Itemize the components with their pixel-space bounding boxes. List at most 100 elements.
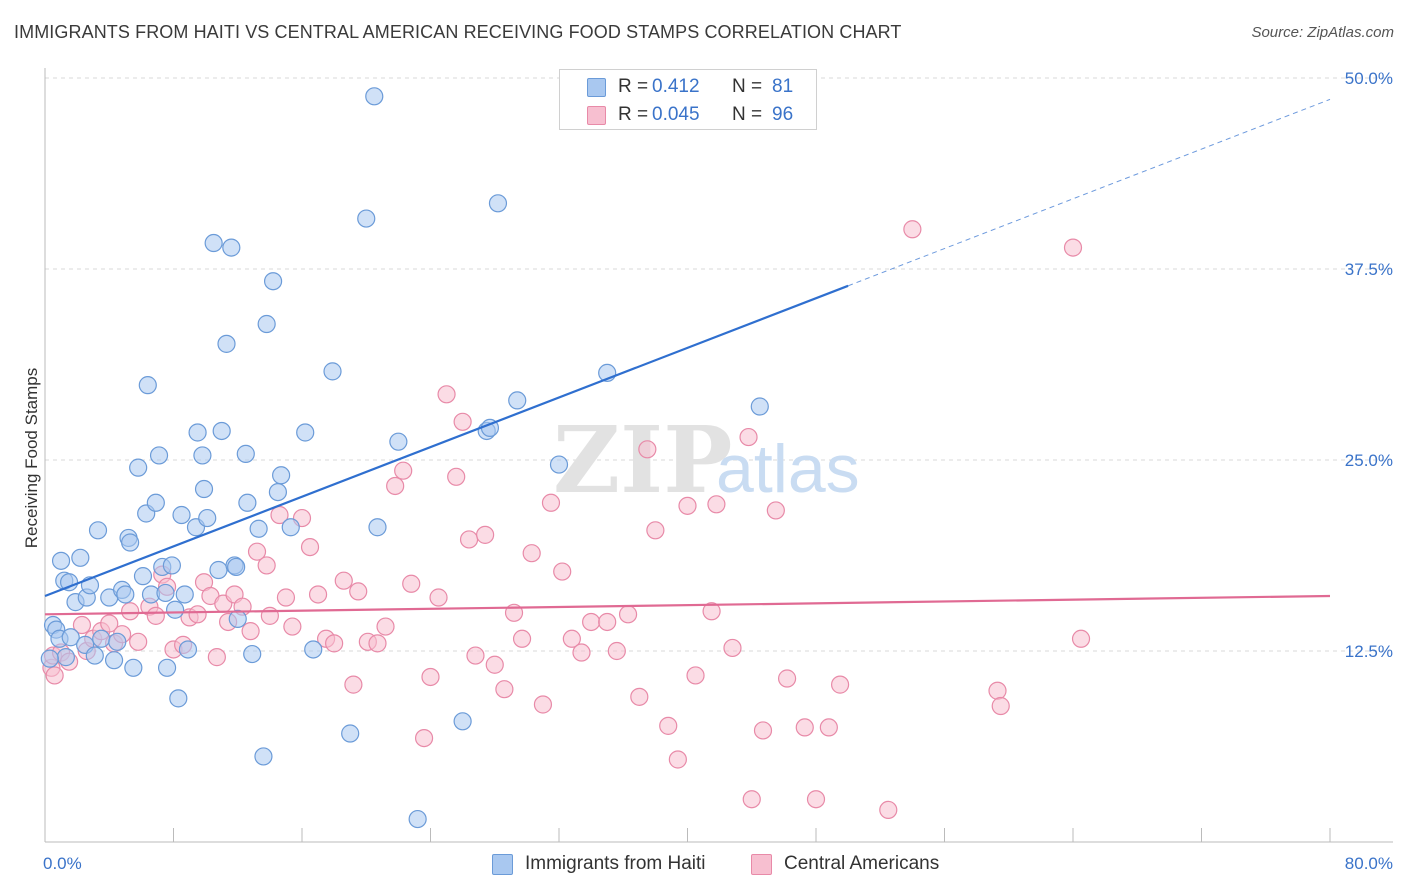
central-point (121, 602, 140, 621)
central-point (394, 461, 413, 480)
haiti-point (281, 518, 300, 537)
central-point (830, 675, 850, 694)
central-point (646, 521, 665, 540)
central-point (386, 476, 405, 496)
central-point (402, 574, 421, 593)
legend-n-label: N = (732, 76, 763, 97)
y-tick-label: 50.0% (1345, 69, 1393, 88)
central-point (562, 629, 581, 648)
haiti-point (193, 446, 212, 465)
central-point (368, 634, 387, 653)
haiti-point (549, 455, 569, 474)
watermark-atlas: atlas (716, 431, 860, 507)
haiti-point (368, 518, 387, 537)
y-tick-label: 25.0% (1345, 451, 1393, 470)
central-point (512, 629, 532, 648)
x-tick-label: 80.0% (1345, 854, 1393, 873)
haiti-point (175, 585, 194, 604)
haiti-point (243, 644, 262, 664)
central-point (903, 220, 922, 239)
legend-r-value: 0.045 (652, 104, 700, 125)
haiti-point (263, 272, 283, 291)
central-point (459, 530, 479, 549)
haiti-point (169, 689, 188, 708)
legend-r-label: R = (618, 104, 649, 125)
haiti-point (217, 334, 236, 353)
haiti-point (257, 314, 276, 334)
correlation-legend: R = 0.412 N = 81 R = 0.045 N = 96 (559, 69, 817, 130)
central-point (325, 634, 344, 653)
central-point (1063, 238, 1083, 257)
central-point (260, 606, 279, 625)
central-point (247, 542, 267, 561)
central-point (334, 571, 353, 590)
central-point (638, 440, 657, 459)
central-point (429, 588, 448, 607)
haiti-point (92, 629, 111, 648)
central-point (276, 588, 296, 607)
haiti-point (508, 391, 527, 410)
haiti-point (296, 423, 315, 442)
central-point (257, 556, 276, 575)
central-point (806, 790, 826, 809)
y-tick-label: 12.5% (1345, 642, 1393, 661)
haiti-point (71, 548, 90, 567)
haiti-point (156, 583, 175, 603)
central-point (485, 655, 504, 674)
central-point (739, 427, 758, 447)
haiti-point (212, 421, 231, 441)
central-point (753, 721, 773, 740)
central-point (819, 718, 838, 737)
haiti-point (172, 505, 191, 525)
central-point (668, 750, 687, 769)
central-point (766, 501, 785, 520)
central-point (1071, 629, 1091, 648)
central-point (207, 648, 226, 667)
haiti-point (51, 551, 71, 570)
central-point (495, 680, 514, 699)
haiti-point (268, 482, 288, 502)
haiti-point (236, 444, 255, 463)
central-point (476, 525, 495, 544)
legend-swatch-central (587, 106, 606, 125)
central-point (349, 582, 368, 601)
central-point (466, 646, 485, 665)
central-point (146, 606, 165, 625)
haiti-point (453, 712, 472, 731)
central-point (344, 675, 363, 694)
haiti-point (204, 233, 223, 253)
central-point (421, 667, 440, 687)
haiti-point (750, 397, 769, 416)
central-point (241, 622, 260, 641)
haiti-point (198, 508, 217, 528)
central-point (283, 617, 302, 636)
haiti-point (108, 632, 127, 651)
central-point (742, 790, 761, 809)
haiti-point (222, 238, 241, 257)
haiti-point (249, 519, 268, 538)
haiti-trend-extension (847, 98, 1331, 287)
haiti-point (408, 809, 427, 829)
central-point (533, 695, 553, 714)
bottom-legend-label-haiti: Immigrants from Haiti (525, 853, 706, 874)
central-point (45, 666, 64, 685)
haiti-point (272, 466, 291, 485)
central-point (795, 718, 814, 737)
haiti-point (365, 87, 384, 106)
haiti-point (104, 651, 124, 670)
central-point (988, 681, 1007, 700)
haiti-point (88, 521, 108, 540)
haiti-point (389, 432, 408, 451)
haiti-point (227, 557, 246, 577)
central-point (777, 669, 797, 688)
chart-source: Source: ZipAtlas.com (1251, 24, 1394, 41)
legend-swatch-haiti (587, 78, 606, 97)
central-point (100, 614, 119, 633)
haiti-point (488, 194, 508, 213)
haiti-point (304, 640, 323, 659)
haiti-point (209, 560, 228, 580)
haiti-point (129, 458, 148, 477)
central-point (659, 716, 678, 735)
central-point (437, 385, 456, 404)
haiti-point (178, 640, 198, 659)
